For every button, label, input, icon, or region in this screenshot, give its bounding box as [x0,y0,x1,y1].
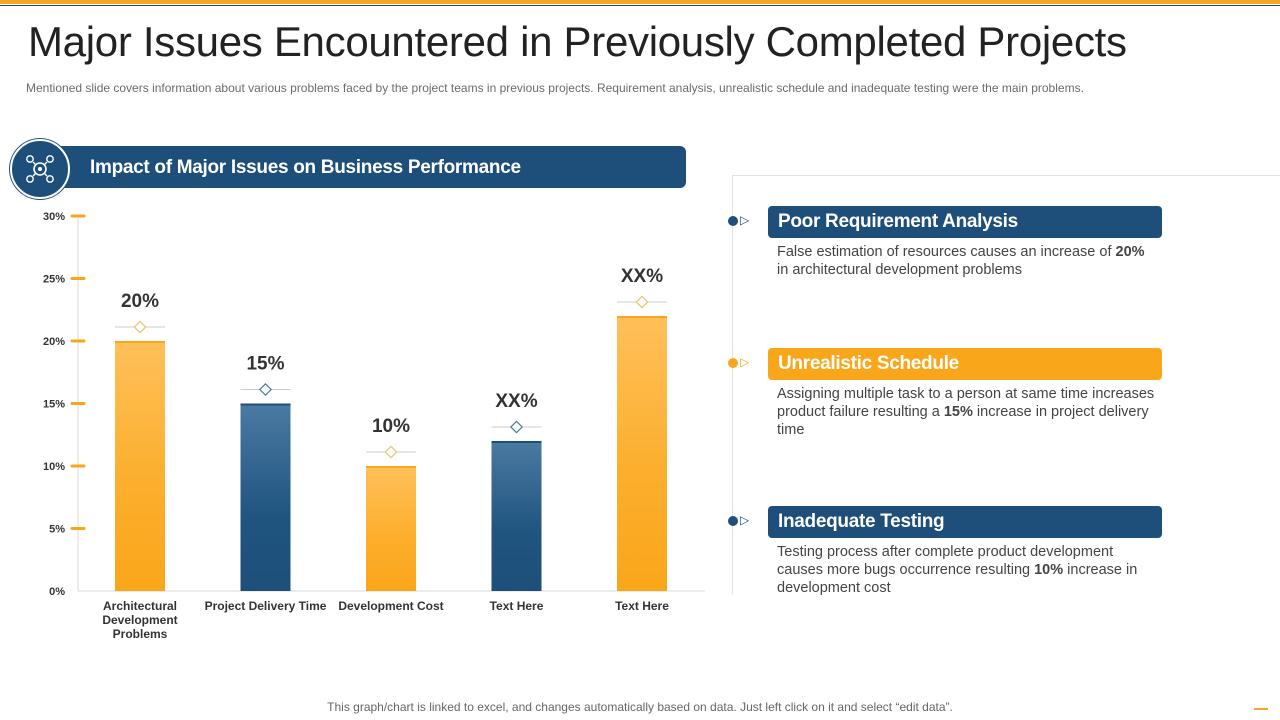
marker-diamond [635,295,649,309]
x-tick-label: Project Delivery Time [205,599,327,613]
chart-header: Impact of Major Issues on Business Perfo… [36,146,686,188]
y-tick-label: 15% [43,399,65,411]
corner-mark [1254,708,1268,710]
issue-description: False estimation of resources causes an … [777,244,1145,278]
y-tick-label: 20% [43,336,65,348]
data-label: 20% [121,291,159,312]
top-accent-line [0,5,1280,6]
marker-diamond [258,382,273,397]
y-tick-label: 0% [49,586,65,598]
page-title: Major Issues Encountered in Previously C… [28,18,1127,65]
y-tick-label: 5% [49,524,65,536]
gears-icon [10,139,70,199]
bar-chart: 0%5%10%15%20%25%30% 20%ArchitecturalDeve… [43,211,705,641]
footnote: This graph/chart is linked to excel, and… [327,700,953,714]
marker-diamond [509,420,524,434]
bar-cap [115,341,165,343]
bullet-dot [728,516,738,526]
issue-heading: Poor Requirement Analysis [768,206,1162,238]
play-triangle-icon: ▷ [740,213,750,227]
top-accent-bar [0,0,1280,4]
bar [115,341,165,591]
data-label: 15% [246,354,284,375]
page-subtitle: Mentioned slide covers information about… [26,81,1084,95]
x-tick-label: Development [102,613,177,627]
data-label: 10% [372,416,410,437]
bar-cap [366,466,416,468]
bullet-dot [728,216,738,226]
issue-description: Assigning multiple task to a person at s… [777,386,1155,438]
marker-diamond [133,320,147,334]
bar-cap [240,403,291,406]
play-triangle-icon: ▷ [740,513,750,527]
issue-heading: Inadequate Testing [768,506,1162,538]
issue-description: Testing process after complete product d… [777,544,1138,596]
bullet-dot [728,358,738,368]
bar [617,316,667,591]
bar [366,466,416,591]
data-label: XX% [621,266,663,287]
x-tick-label: Development Cost [338,599,443,613]
bar [240,403,291,591]
bar [491,441,542,591]
bar-cap [617,316,667,318]
chart-header-title: Impact of Major Issues on Business Perfo… [90,157,521,178]
x-tick-label: Text Here [490,599,544,613]
x-tick-label: Architectural [103,599,177,613]
y-tick-label: 10% [43,461,65,473]
x-tick-label: Text Here [615,599,669,613]
y-tick-label: 30% [43,211,65,223]
marker-diamond [384,445,398,459]
issues-panel [732,175,1280,594]
issue-heading: Unrealistic Schedule [768,348,1162,380]
x-tick-label: Problems [113,627,168,641]
bar-cap [491,441,542,443]
y-tick-label: 25% [43,274,65,286]
play-triangle-icon: ▷ [740,355,750,369]
data-label: XX% [495,391,537,412]
